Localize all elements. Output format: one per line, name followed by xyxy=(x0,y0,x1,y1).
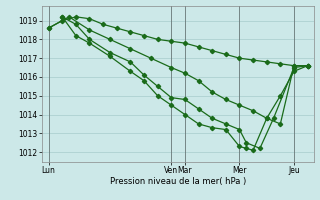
X-axis label: Pression niveau de la mer( hPa ): Pression niveau de la mer( hPa ) xyxy=(110,177,246,186)
